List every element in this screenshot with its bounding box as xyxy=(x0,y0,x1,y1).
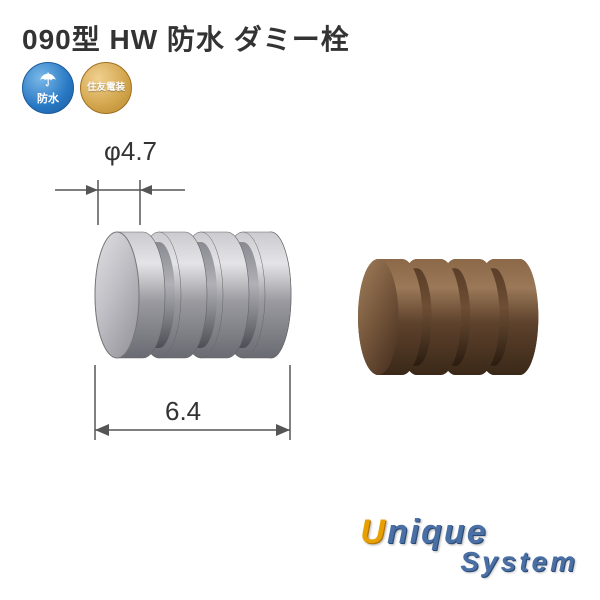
umbrella-icon: ☂ xyxy=(40,71,56,89)
waterproof-badge: ☂ 防水 xyxy=(22,62,74,114)
manufacturer-badge: 住友電装 xyxy=(80,62,132,114)
diameter-dimension: φ4.7 xyxy=(55,136,185,225)
badge-row: ☂ 防水 住友電装 xyxy=(22,62,132,114)
dimension-diagram: φ4.7 6.4 xyxy=(0,120,600,500)
product-title: 090型 HW 防水 ダミー栓 xyxy=(22,18,350,58)
logo-sub: System xyxy=(460,546,578,578)
plug-photo-shape xyxy=(358,259,538,375)
waterproof-label: 防水 xyxy=(37,90,59,106)
length-label: 6.4 xyxy=(165,396,201,426)
logo-accent: U xyxy=(360,513,387,551)
diagram-svg: φ4.7 6.4 xyxy=(0,120,600,500)
plug-cad-shape xyxy=(95,232,291,358)
manufacturer-label: 住友電装 xyxy=(87,83,125,93)
length-dimension: 6.4 xyxy=(95,365,290,440)
brand-logo: Unique System xyxy=(360,513,578,578)
diameter-label: φ4.7 xyxy=(104,136,157,166)
